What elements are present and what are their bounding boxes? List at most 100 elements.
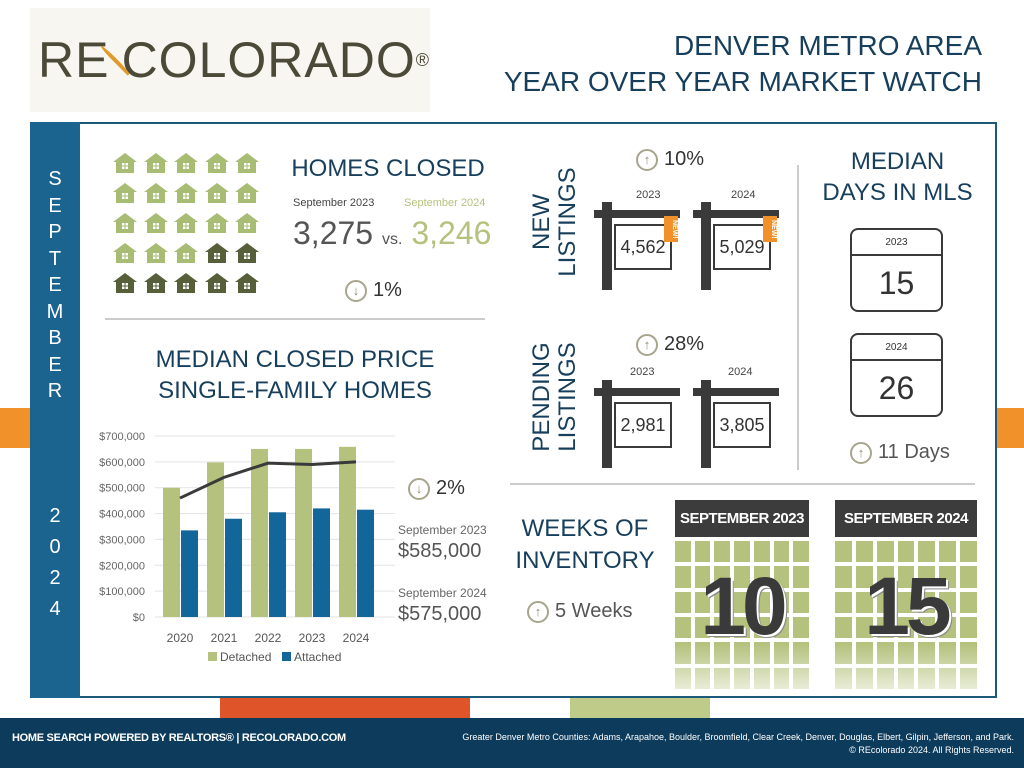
calendar-cell [835,642,852,664]
pending-listings-title-1: PENDING [528,342,555,452]
house-icon [143,213,168,233]
footer-counties: Greater Denver Metro Counties: Adams, Ar… [462,732,1014,742]
x-tick-label: 2022 [255,631,282,645]
calendar-cell [939,566,957,588]
calendar-cell [876,642,894,664]
homes-closed-label-2024: September 2024 [404,197,486,209]
calendar-cell [855,616,873,639]
divider-vertical [797,165,799,470]
calendar-cell [939,541,957,563]
weeks-calendar-2023: SEPTEMBER 2023 10 [675,500,809,689]
house-icon [235,153,259,173]
calendar-cell [960,667,977,689]
new-listings-change-value: 10% [664,148,705,170]
median-price-2023: $585,000 [398,540,482,562]
pending-listings-title-2: LISTINGS [554,342,581,452]
calendar-cell [960,616,977,639]
calendar-2023-icon: 2023 15 [850,228,943,312]
pending-listings-change: ↑ 28% [636,333,704,356]
calendar-cell [694,566,711,588]
house-icon [113,153,137,173]
footer-copyright: © REcolorado 2024. All Rights Reserved. [849,745,1014,755]
trend-line [179,460,357,500]
pending-listings-title: PENDING LISTINGS [528,337,581,457]
calendar-cell [675,591,691,613]
calendar-cell [918,591,936,613]
calendar-cell [773,667,790,689]
footer: HOME SEARCH POWERED BY REALTORS® | RECOL… [0,718,1024,768]
calendar-cell [773,566,790,588]
calendar-cell [855,667,873,689]
days-change-value: 11 Days [878,441,950,463]
new-listings-title-1: NEW [528,194,555,250]
calendar-cell [835,566,852,588]
weeks-calendar-2024: SEPTEMBER 2024 15 [835,500,977,689]
divider [510,483,975,485]
calendar-cell [835,541,852,563]
house-icon [174,213,198,233]
calendar-cell [855,642,873,664]
median-price-change: ↓ 2% [408,477,465,500]
y-tick-label: $100,000 [99,586,145,598]
arrow-down-circle-icon: ↓ [345,279,367,302]
y-tick-label: $200,000 [99,560,145,572]
y-tick-label: $700,000 [99,431,145,443]
house-icon [204,243,229,263]
house-icon [143,243,168,263]
house-icon [113,183,137,203]
calendar-cell [793,616,809,639]
calendar-cell [773,591,790,613]
calendar-cell [714,591,731,613]
weeks-change-value: 5 Weeks [555,600,633,622]
house-icon [204,273,229,293]
calendar-cell [793,591,809,613]
legend-label: Attached [294,650,341,664]
month-sidebar [30,122,80,698]
weeks-title-2: INVENTORY [515,547,655,574]
days-2023: 15 [878,265,915,301]
bar-detached [207,462,224,617]
calendar-cell [855,591,873,613]
calendar-cell [734,591,750,613]
month-letter: S [48,168,62,190]
month-letter: B [48,327,62,349]
pending-year-2024: 2024 [728,366,753,378]
calendar-cell [835,591,852,613]
new-ribbon-icon: NEW! [763,216,777,242]
house-icon [204,213,229,233]
calendar-cell [793,541,809,563]
house-icon [235,183,259,203]
calendar-cell [753,566,770,588]
house-icon [113,243,137,263]
legend-swatch [282,652,291,661]
calendar-cell [876,616,894,639]
house-icon [174,273,198,293]
new-listings-2023: 4,562 [614,224,672,270]
calendar-cell [835,616,852,639]
month-letter: E [48,194,62,217]
homes-closed-values: 3,275 vs. 3,246 [293,215,491,252]
arrow-up-circle-icon: ↑ [527,600,549,623]
registered-mark: ® [415,49,430,70]
median-price-label-2024: September 2024 [398,586,487,600]
calendar-2024-icon: 2024 26 [850,333,943,417]
calendar-cell [753,591,770,613]
days-mls-title-2: DAYS IN MLS [822,179,973,206]
calendar-cell [675,566,691,588]
calendar-cell [918,642,936,664]
calendar-cell [753,642,770,664]
calendar-cell [675,667,691,689]
calendar-cell [694,667,711,689]
calendar-cell [897,541,915,563]
month-letter: M [46,300,64,323]
legend-swatch [208,652,217,661]
pending-sign-2024: 3,805 [693,380,779,468]
page-title-line2: YEAR OVER YEAR MARKET WATCH [503,66,982,97]
weeks-change: ↑ 5 Weeks [527,600,632,623]
median-price-change-value: 2% [436,477,465,499]
calendar-cell [876,566,894,588]
calendar-cell [773,541,790,563]
calendar-cell [939,591,957,613]
green-bar [570,698,710,718]
calendar-cell [734,541,750,563]
